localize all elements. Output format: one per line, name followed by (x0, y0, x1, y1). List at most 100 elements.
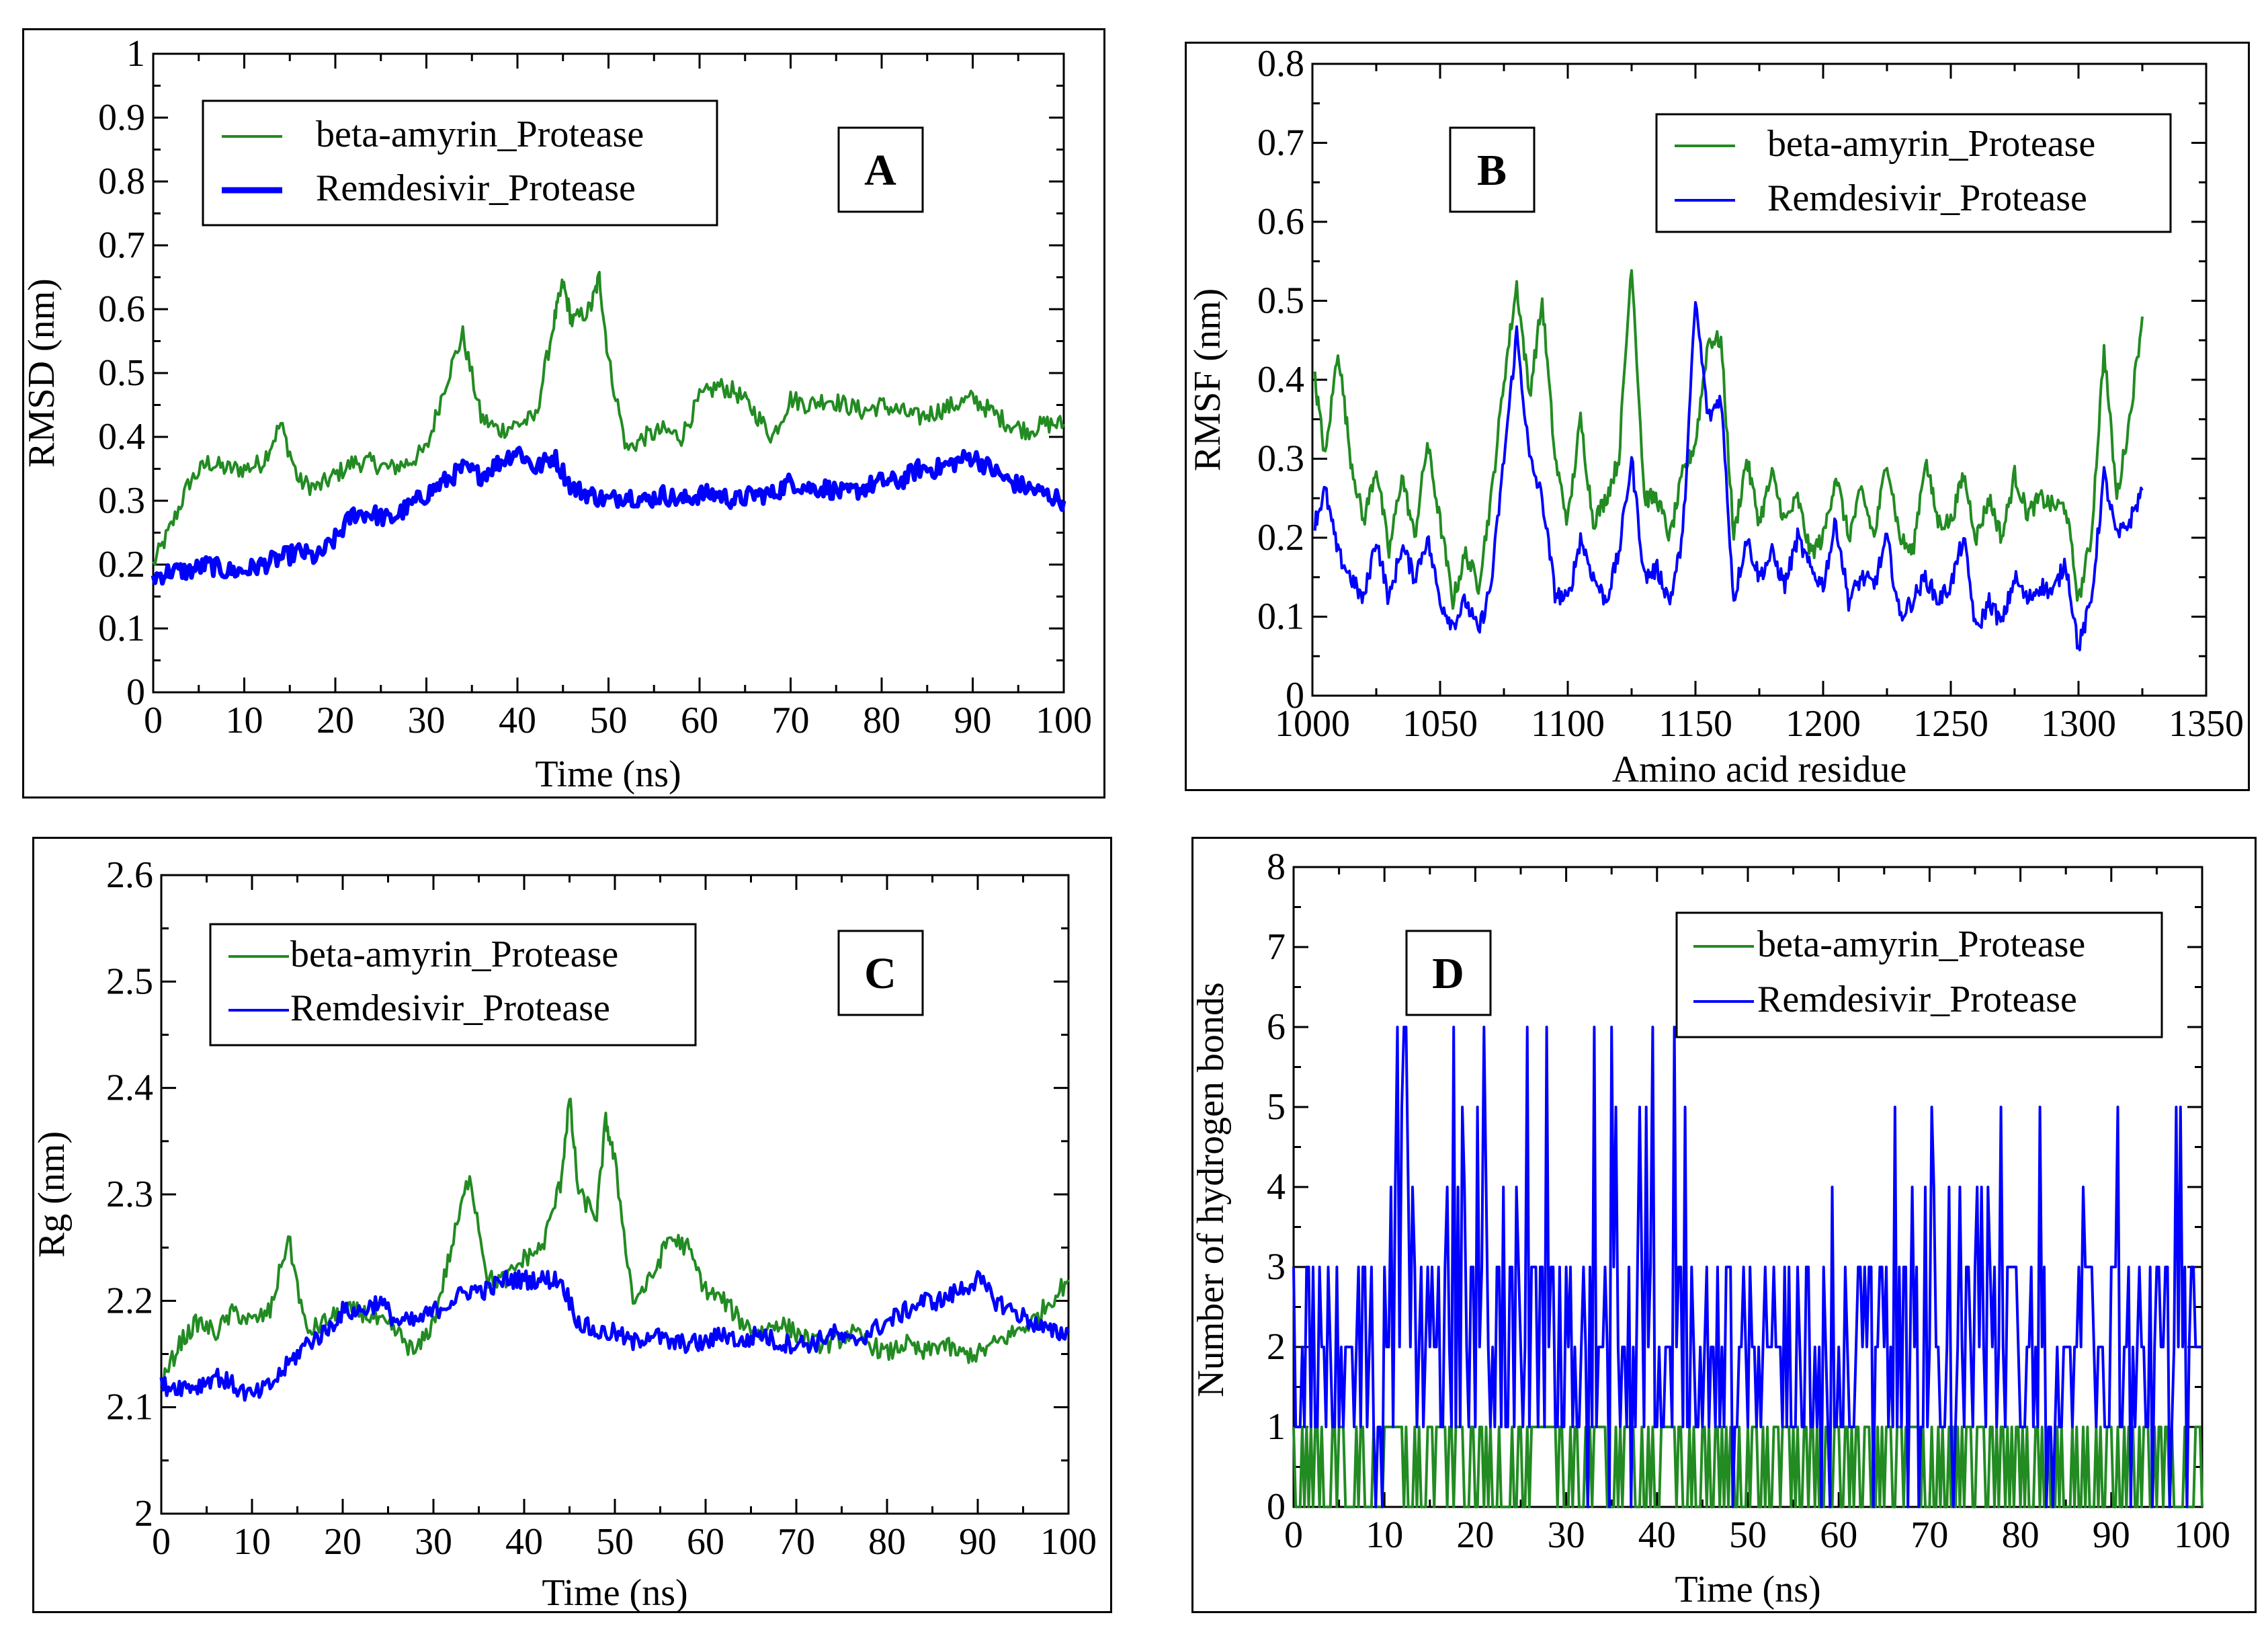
legend-label-remdesivir: Remdesivir_Protease (1757, 979, 2077, 1020)
x-tick-label: 30 (408, 700, 446, 741)
y-tick-label: 5 (1267, 1086, 1286, 1128)
x-tick-label: 1350 (2169, 703, 2244, 745)
y-axis-label: RMSD (nm) (21, 278, 62, 468)
y-tick-label: 4 (1267, 1166, 1286, 1208)
y-tick-label: 0.4 (1257, 359, 1304, 401)
x-tick-label: 40 (505, 1521, 543, 1563)
x-tick-label: 100 (2174, 1514, 2230, 1556)
legend-box (1675, 911, 2163, 1038)
y-tick-label: 1 (1267, 1406, 1286, 1448)
x-tick-label: 1250 (1913, 703, 1988, 745)
y-tick-label: 0.1 (1257, 596, 1304, 638)
x-tick-label: 50 (590, 700, 628, 741)
y-tick-label: 3 (1267, 1246, 1286, 1288)
legend-label-beta-amyrin: beta-amyrin_Protease (1757, 924, 2085, 965)
legend: beta-amyrin_Protease Remdesivir_Protease (202, 99, 718, 227)
y-tick-label: 2.4 (106, 1067, 153, 1109)
y-tick-label: 0.9 (98, 97, 145, 138)
y-tick-label: 0.2 (1257, 517, 1304, 559)
x-tick-label: 70 (778, 1521, 815, 1563)
panel-label-box (837, 126, 924, 213)
y-tick-label: 0.5 (1257, 280, 1304, 322)
x-tick-label: 20 (1456, 1514, 1494, 1556)
x-tick-label: 10 (226, 700, 263, 741)
y-tick-label: 0.8 (1257, 43, 1304, 85)
y-tick-label: 2.5 (106, 960, 153, 1002)
x-tick-label: 100 (1036, 700, 1092, 741)
legend: beta-amyrin_Protease Remdesivir_Protease (209, 923, 697, 1047)
x-axis-label: Time (ns) (535, 753, 681, 795)
series-line-remdesivir (159, 1269, 1070, 1402)
x-tick-label: 60 (681, 700, 718, 741)
series-line-beta-amyrin (1313, 269, 2144, 610)
legend-label-remdesivir: Remdesivir_Protease (290, 987, 610, 1029)
legend-label-beta-amyrin: beta-amyrin_Protease (1767, 123, 2095, 165)
y-tick-label: 0.3 (98, 480, 145, 522)
x-tick-label: 80 (863, 700, 900, 741)
panel-label: A (864, 146, 896, 195)
y-axis-label: RMSF (nm) (1187, 288, 1228, 471)
x-tick-label: 60 (1820, 1514, 1857, 1556)
x-tick-label: 50 (596, 1521, 634, 1563)
y-tick-label: 0.8 (98, 161, 145, 202)
y-tick-label: 0.6 (98, 288, 145, 330)
x-tick-label: 10 (233, 1521, 271, 1563)
y-tick-label: 0.3 (1257, 438, 1304, 480)
y-tick-label: 0 (1286, 675, 1304, 716)
series-line-beta-amyrin (161, 1098, 1070, 1392)
chart-hbonds: 0 10 20 30 40 50 60 70 80 90 100 0 1 2 3 4 5 6 7 8 Number o… (1190, 846, 2230, 1610)
y-tick-label: 2.6 (106, 854, 153, 896)
y-tick-label: 0.6 (1257, 201, 1304, 243)
panel-label: C (864, 949, 896, 998)
y-tick-label: 2 (1267, 1326, 1286, 1368)
x-tick-label: 0 (1284, 1514, 1303, 1556)
x-tick-label: 60 (687, 1521, 724, 1563)
y-tick-label: 0.1 (98, 608, 145, 649)
chart-rmsf: 1000 1050 1100 1150 1200 1250 1300 1350 0 0.1 0.2 0… (1187, 43, 2244, 790)
x-tick-label: 90 (2093, 1514, 2130, 1556)
series-line-beta-amyrin (152, 270, 1065, 566)
series-line-remdesivir (1292, 1026, 2202, 1508)
x-tick-label: 0 (152, 1521, 171, 1563)
x-tick-label: 10 (1366, 1514, 1403, 1556)
legend-label-remdesivir: Remdesivir_Protease (316, 167, 636, 209)
y-tick-label: 0.7 (98, 224, 145, 266)
y-tick-label: 0.2 (98, 544, 145, 585)
chart-rg: 0 10 20 30 40 50 60 70 80 90 100 2 2.1 2.2 2.3 2.4 2.5 2.… (31, 854, 1097, 1614)
y-tick-label: 1 (126, 33, 145, 75)
series-line-remdesivir (151, 446, 1066, 586)
legend-box (202, 99, 718, 227)
y-tick-label: 0.4 (98, 416, 145, 458)
legend: beta-amyrin_Protease Remdesivir_Protease (1655, 113, 2172, 233)
x-tick-label: 1050 (1402, 703, 1478, 745)
y-tick-label: 7 (1267, 926, 1286, 968)
x-tick-label: 40 (1638, 1514, 1676, 1556)
y-tick-label: 6 (1267, 1006, 1286, 1048)
x-tick-label: 1000 (1275, 703, 1350, 745)
legend-label-beta-amyrin: beta-amyrin_Protease (316, 114, 644, 155)
x-axis-label: Time (ns) (542, 1572, 687, 1614)
legend: beta-amyrin_Protease Remdesivir_Protease (1675, 911, 2163, 1038)
x-tick-label: 20 (317, 700, 354, 741)
x-tick-label: 40 (499, 700, 536, 741)
y-tick-label: 2.2 (106, 1280, 153, 1321)
panel-label-box (1405, 930, 1492, 1016)
x-axis-label: Time (ns) (1675, 1569, 1820, 1610)
legend-box (1655, 113, 2172, 233)
y-tick-label: 2.3 (106, 1174, 153, 1215)
x-tick-label: 100 (1040, 1521, 1097, 1563)
x-tick-label: 0 (144, 700, 163, 741)
x-tick-label: 30 (415, 1521, 452, 1563)
x-axis-label: Amino acid residue (1612, 749, 1907, 790)
panel-label: B (1477, 146, 1507, 195)
x-tick-label: 1300 (2041, 703, 2116, 745)
legend-box (209, 923, 697, 1047)
y-tick-label: 0 (1267, 1486, 1286, 1528)
panel-label-box (837, 930, 924, 1016)
x-tick-label: 70 (772, 700, 810, 741)
series-line-remdesivir (1313, 300, 2144, 651)
x-tick-label: 90 (959, 1521, 997, 1563)
x-tick-label: 70 (1910, 1514, 1948, 1556)
y-tick-label: 0 (126, 671, 145, 713)
